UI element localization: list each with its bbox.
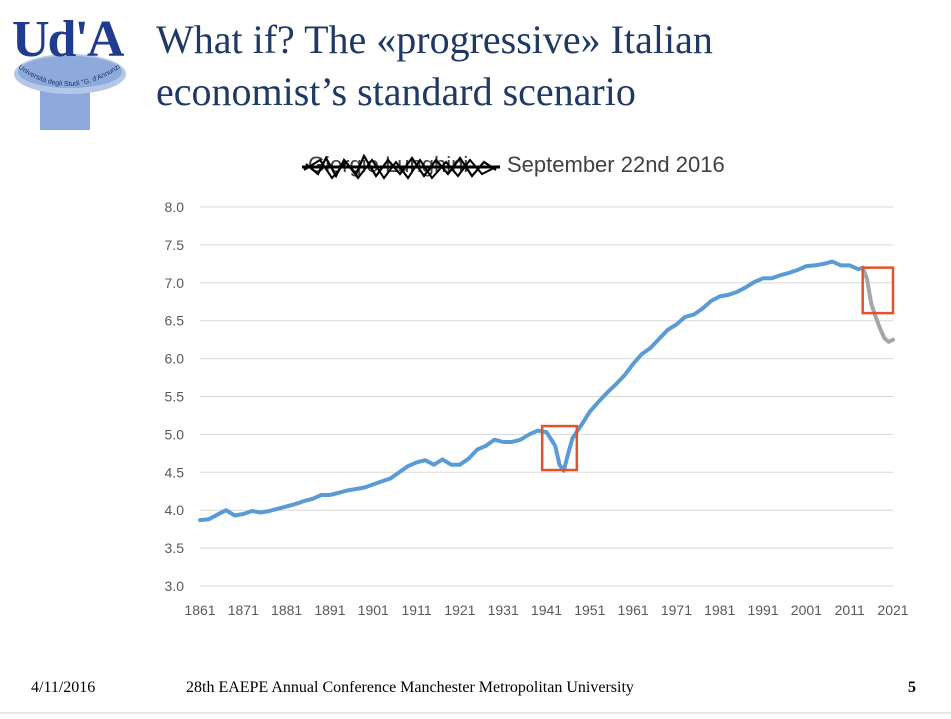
y-tick-label: 5.5 [165, 389, 185, 405]
chart-title-group: Giorgio Lunghini September 22nd 2016 [302, 152, 725, 180]
x-tick-label: 1861 [184, 602, 215, 618]
scribble-strike-mark [302, 153, 500, 180]
y-tick-label: 6.0 [165, 351, 185, 367]
chart-svg: 3.03.54.04.55.05.56.06.57.07.58.0 1861 18… [165, 152, 909, 618]
y-tick-label: 7.5 [165, 237, 185, 253]
x-tick-label: 2021 [877, 602, 908, 618]
x-tick-label: 1941 [531, 602, 562, 618]
x-tick-label: 1891 [314, 602, 345, 618]
highlight-box-1 [540, 424, 579, 472]
x-tick-label: 1961 [618, 602, 649, 618]
highlight-boxes [540, 266, 895, 472]
y-tick-label: 7.0 [165, 275, 185, 291]
y-axis-ticks: 3.0 3.5 4.0 4.5 5.0 5.5 6.0 6.5 7.0 7.5 8.0 [165, 199, 185, 594]
y-tick-label: 5.0 [165, 426, 185, 442]
footer-conference: 28th EAEPE Annual Conference Manchester … [186, 679, 634, 696]
series-line-historical [198, 259, 865, 523]
highlight-box-2 [861, 266, 895, 315]
x-tick-label: 1921 [444, 602, 475, 618]
logo-graphic: Ud'A Università degli Studi "G. d'Annunz… [6, 0, 127, 130]
x-tick-label: 1971 [661, 602, 692, 618]
slide-title-line-2: economist’s standard scenario [156, 69, 636, 114]
x-tick-label: 2011 [835, 602, 865, 618]
chart-title: September 22nd 2016 [507, 152, 725, 177]
y-tick-label: 4.0 [165, 502, 185, 518]
university-logo: Ud'A Università degli Studi "G. d'Annunz… [6, 0, 127, 130]
x-tick-label: 1951 [574, 602, 605, 618]
y-tick-label: 3.5 [165, 540, 185, 556]
y-tick-label: 3.0 [165, 578, 185, 594]
y-tick-label: 4.5 [165, 464, 185, 480]
footer-date: 4/11/2016 [31, 679, 96, 696]
footer-page-number: 5 [908, 679, 916, 696]
x-tick-label: 1881 [271, 602, 302, 618]
bottom-divider [0, 712, 951, 714]
chart-series [198, 259, 895, 523]
x-tick-label: 1911 [402, 602, 432, 618]
slide-title-line-1: What if? The «progressive» Italian [156, 17, 713, 62]
y-tick-label: 6.5 [165, 313, 185, 329]
slide-title: What if? The «progressive» Italian econo… [156, 14, 916, 118]
x-axis-ticks: 1861 1871 1881 1891 1901 1911 1921 1931 1941 1951… [184, 602, 908, 618]
x-tick-label: 1871 [228, 602, 259, 618]
x-tick-label: 1931 [488, 602, 519, 618]
series-line-scenario [860, 265, 895, 344]
x-tick-label: 1991 [747, 602, 778, 618]
chart: 3.0 3.5 4.0 4.5 5.0 5.5 6.0 6.5 7.0 7.5 8.0 1861 18… [150, 140, 930, 640]
x-tick-label: 1981 [704, 602, 735, 618]
x-tick-label: 2001 [791, 602, 822, 618]
x-tick-label: 1901 [358, 602, 389, 618]
chart-gridlines [200, 206, 893, 587]
logo-text: Ud'A [12, 11, 125, 68]
y-tick-label: 8.0 [165, 199, 185, 215]
